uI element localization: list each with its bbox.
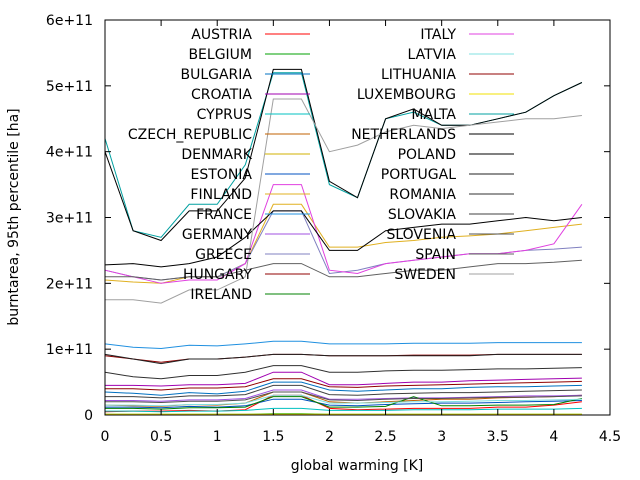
legend-label: SWEDEN (394, 267, 456, 283)
legend-label: ESTONIA (191, 167, 253, 183)
legend-entry-slovenia: SLOVENIA (386, 227, 514, 243)
x-axis-label: global warming [K] (291, 458, 424, 474)
legend-entry-sweden: SWEDEN (394, 267, 514, 283)
legend-entry-bulgaria: BULGARIA (180, 67, 310, 83)
y-tick-label: 2e+11 (46, 276, 93, 292)
legend-label: CZECH_REPUBLIC (128, 127, 252, 143)
series-line-slovenia (105, 391, 582, 404)
series-line-sweden (105, 98, 582, 304)
legend-entry-cyprus: CYPRUS (197, 107, 310, 123)
legend-label: CROATIA (191, 87, 252, 103)
legend-label: MALTA (411, 107, 456, 123)
legend-entry-hungary: HUNGARY (183, 267, 310, 283)
series-line-greece (104, 210, 582, 281)
legend-entry-italy: ITALY (420, 27, 514, 43)
legend-label: POLAND (398, 147, 456, 163)
x-tick-label: 3.5 (487, 429, 509, 445)
series-layer (104, 68, 583, 416)
legend-label: HUNGARY (183, 267, 253, 283)
legend-entry-romania: ROMANIA (389, 187, 514, 203)
series-line-austria (104, 394, 582, 413)
legend-label: IRELAND (190, 287, 252, 303)
y-tick-label: 6e+11 (46, 13, 93, 29)
x-tick-label: 1 (213, 429, 222, 445)
series-line-lithuania (105, 378, 582, 391)
y-tick-label: 3e+11 (46, 211, 93, 227)
legend-entry-czech_republic: CZECH_REPUBLIC (128, 127, 310, 143)
x-tick-label: 2 (325, 429, 334, 445)
series-line-poland (104, 68, 583, 242)
x-tick-label: 3 (437, 429, 446, 445)
legend-label: ITALY (420, 27, 456, 43)
legend-label: FINLAND (190, 187, 252, 203)
x-tick-label: 4.5 (599, 429, 621, 445)
legend-entry-france: FRANCE (196, 207, 310, 223)
y-tick-label: 0 (84, 408, 93, 424)
series-line-france (104, 340, 582, 350)
legend-entry-spain: SPAIN (415, 247, 514, 263)
legend-label: NETHERLANDS (351, 127, 456, 143)
series-line-croatia (105, 371, 582, 387)
legend-entry-luxembourg: LUXEMBOURG (357, 87, 514, 103)
legend-entry-austria: AUSTRIA (191, 27, 310, 43)
legend-entry-latvia: LATVIA (408, 47, 514, 63)
legend-label: GERMANY (182, 227, 253, 243)
legend-label: CYPRUS (197, 107, 252, 123)
legend-label: AUSTRIA (191, 27, 252, 43)
legend-entry-denmark: DENMARK (181, 147, 310, 163)
x-tick-label: 2.5 (374, 429, 396, 445)
legend-entry-portugal: PORTUGAL (381, 167, 514, 183)
legend-label: GREECE (195, 247, 252, 263)
legend-entry-poland: POLAND (398, 147, 514, 163)
legend-label: PORTUGAL (381, 167, 456, 183)
legend-entry-germany: GERMANY (182, 227, 310, 243)
legend-label: ROMANIA (389, 187, 456, 203)
y-tick-label: 4e+11 (46, 145, 93, 161)
legend-entry-malta: MALTA (411, 107, 514, 123)
series-line-romania (104, 365, 582, 380)
legend-entry-lithuania: LITHUANIA (381, 67, 514, 83)
legend-entry-finland: FINLAND (190, 187, 310, 203)
legend-entry-estonia: ESTONIA (191, 167, 310, 183)
series-line-malta (104, 72, 583, 238)
series-line-spain (105, 259, 582, 281)
y-tick-label: 5e+11 (46, 79, 93, 95)
series-line-cyprus (105, 407, 582, 413)
legend-label: SLOVENIA (386, 227, 456, 243)
legend-entry-netherlands: NETHERLANDS (351, 127, 514, 143)
legend-entry-greece: GREECE (195, 247, 310, 263)
series-line-latvia (105, 394, 582, 407)
series-line-estonia (105, 398, 582, 409)
legend-label: DENMARK (181, 147, 252, 163)
series-line-finland (104, 203, 582, 284)
legend-entry-slovakia: SLOVAKIA (388, 207, 514, 223)
legend-entry-croatia: CROATIA (191, 87, 310, 103)
legend-entry-ireland: IRELAND (190, 287, 310, 303)
series-line-portugal (104, 353, 582, 365)
series-line-bulgaria (104, 381, 582, 396)
series-line-ireland (105, 396, 583, 410)
series-line-netherlands (104, 210, 582, 268)
series-line-germany (105, 389, 582, 402)
series-line-italy (104, 184, 583, 284)
y-axis-label: burntarea, 95th percentile [ha] (6, 108, 22, 325)
legend-label: LITHUANIA (381, 67, 456, 83)
x-tick-label: 0.5 (150, 429, 172, 445)
legend-label: SLOVAKIA (388, 207, 457, 223)
legend-label: BULGARIA (180, 67, 252, 83)
y-tick-label: 1e+11 (46, 342, 93, 358)
legend-label: BELGIUM (188, 47, 252, 63)
legend-entry-belgium: BELGIUM (188, 47, 310, 63)
legend-label: LUXEMBOURG (357, 87, 456, 103)
legend-label: SPAIN (415, 247, 456, 263)
legend-label: FRANCE (196, 207, 252, 223)
x-tick-label: 0 (101, 429, 110, 445)
x-tick-label: 1.5 (262, 429, 284, 445)
legend-label: LATVIA (408, 47, 457, 63)
series-line-slovakia (105, 384, 582, 399)
tick-layer: 0 0.5 1 1.5 2 2.5 3 3.5 4 4.5 0 1e+11 2e+11 3e+11 4e+1… (46, 13, 621, 445)
legend: AUSTRIA BELGIUM BULGARIA CROATIA CYPRUS CZECH… (128, 27, 514, 303)
x-tick-label: 4 (549, 429, 558, 445)
